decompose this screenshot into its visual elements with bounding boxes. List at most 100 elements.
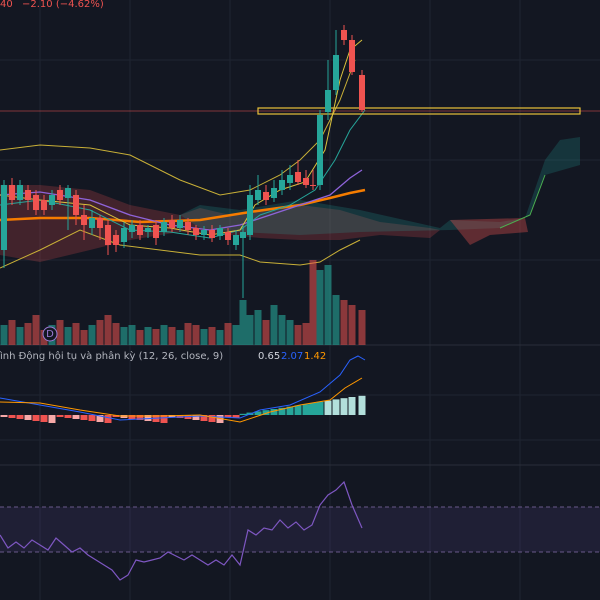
candle-body (57, 190, 63, 200)
volume-bar (348, 305, 356, 345)
candle-body (81, 215, 87, 225)
signal-line (0, 377, 363, 423)
volume-bar (16, 327, 24, 345)
candle-body (41, 200, 47, 210)
volume-bar (332, 295, 340, 345)
macd-bar (136, 415, 144, 420)
volume-bar (246, 315, 254, 345)
candle-body (263, 192, 269, 200)
macd-bar (40, 415, 48, 422)
rsi-band (0, 507, 600, 552)
candle-body (113, 235, 119, 245)
macd-bar (88, 415, 96, 421)
volume-bar (24, 323, 32, 345)
macd-bar (286, 406, 294, 415)
volume-bar (208, 327, 216, 345)
candle-body (233, 235, 239, 245)
macd-bar (294, 405, 302, 415)
candle-body (1, 185, 7, 250)
volume-bar (120, 327, 128, 345)
macd-bar (200, 415, 208, 421)
rsi-line (0, 480, 363, 581)
dividend-label: D (46, 329, 54, 340)
volume-bar (144, 327, 152, 345)
macd-bar (278, 407, 286, 415)
volume-bar (340, 300, 348, 345)
zone-box (257, 107, 581, 115)
volume-bar (64, 327, 72, 345)
macd-value: 2.07 (281, 351, 303, 362)
candle-body (279, 180, 285, 190)
volume-bars (0, 260, 366, 345)
candle-body (209, 230, 215, 238)
volume-bar (278, 315, 286, 345)
macd-bar (254, 411, 262, 415)
volume-bar (224, 323, 232, 345)
candles (1, 25, 365, 298)
volume-bar (128, 325, 136, 345)
volume-bar (358, 310, 366, 345)
candle-body (255, 190, 261, 200)
macd-histogram-value: 0.65 (258, 351, 280, 362)
candle-body (333, 55, 339, 90)
volume-bar (80, 330, 88, 345)
volume-bar (200, 329, 208, 345)
macd-bar (262, 410, 270, 415)
macd-bar (232, 415, 240, 418)
macd-bar (309, 403, 317, 415)
macd-title: ình Động hội tụ và phân kỳ (12, 26, clos… (0, 350, 223, 362)
macd-bar (32, 415, 40, 421)
candle-body (9, 185, 15, 200)
dividend-badge (42, 326, 58, 342)
macd-bar (224, 415, 232, 417)
macd-bar (270, 409, 278, 415)
signal-value: 1.42 (304, 351, 326, 362)
macd-bar (64, 415, 72, 418)
candle-body (310, 185, 316, 186)
volume-bar (56, 320, 64, 345)
macd-bar (80, 415, 88, 420)
candle-body (217, 228, 223, 236)
candle-body (193, 228, 199, 235)
macd-bar (104, 415, 112, 423)
candle-body (240, 232, 246, 238)
candle-body (169, 220, 175, 228)
volume-bar (239, 300, 247, 345)
macd-bar (316, 401, 324, 415)
candle-body (25, 190, 31, 200)
macd-bar (332, 399, 340, 415)
volume-bar (160, 325, 168, 345)
macd-bar (128, 415, 136, 419)
candle-body (271, 188, 277, 198)
volume-bar (302, 323, 310, 345)
candle-body (49, 195, 55, 205)
volume-bar (152, 329, 160, 345)
candle-body (137, 225, 143, 235)
span-line (499, 174, 546, 229)
candle-body (65, 188, 71, 198)
cloud (180, 137, 580, 235)
price-tail: 40 (0, 0, 13, 10)
volume-bar (192, 325, 200, 345)
macd-bar (358, 395, 366, 415)
volume-bar (0, 325, 8, 345)
macd-line (0, 355, 366, 421)
candle-body (341, 30, 347, 40)
macd-histogram (0, 395, 366, 423)
macd-bar (48, 415, 56, 423)
candle-body (325, 90, 331, 112)
price-change: −2.10 (−4.62%) (22, 0, 104, 10)
volume-bar (309, 260, 317, 345)
volume-bar (96, 320, 104, 345)
volume-bar (262, 320, 270, 345)
macd-bar (144, 415, 152, 421)
candle-body (145, 228, 151, 232)
macd-bar (24, 415, 32, 420)
volume-bar (316, 270, 324, 345)
volume-bar (176, 330, 184, 345)
macd-bar (96, 415, 104, 422)
bollinger-upper (0, 59, 356, 196)
macd-bar (8, 415, 16, 418)
